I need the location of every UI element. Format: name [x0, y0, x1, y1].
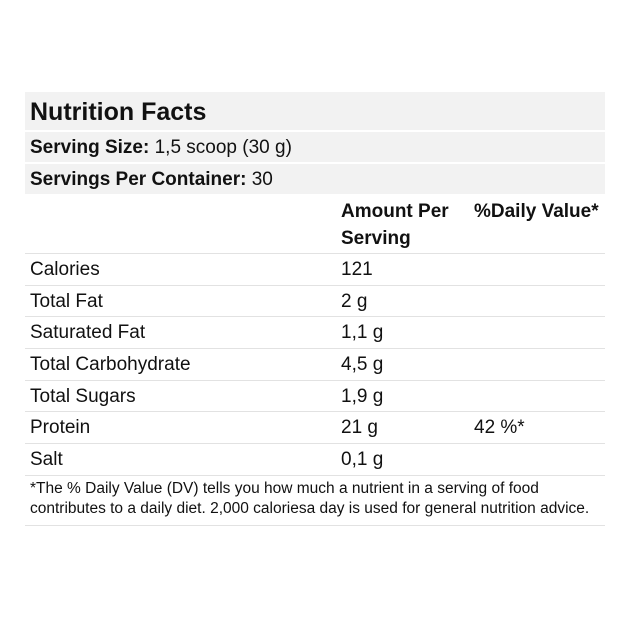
value: 1,5 scoop (30 g) — [154, 137, 292, 158]
nutrient-amount: 121 — [341, 259, 373, 280]
nutrient-row: Saturated Fat 1,1 g — [25, 317, 605, 350]
nutrition-table: Nutrition Facts Serving Size: 1,5 scoop … — [25, 92, 605, 526]
nutrient-amount: 0,1 g — [341, 449, 384, 471]
nutrient-amount: 4,5 g — [341, 354, 384, 376]
nutrient-name: Saturated Fat — [30, 322, 146, 344]
nutrient-row: Total Carbohydrate 4,5 g — [25, 349, 605, 381]
nutrient-name: Calories — [30, 259, 100, 280]
nutrient-row: Protein 21 g 42 %* — [25, 412, 605, 445]
value: 30 — [251, 169, 273, 190]
label: Servings Per Container: — [30, 169, 247, 190]
footnote: *The % Daily Value (DV) tells you how mu… — [25, 476, 605, 526]
daily-value-header: %Daily Value* — [474, 201, 599, 222]
nutrient-name: Total Sugars — [30, 385, 136, 407]
nutrient-row: Calories 121 — [25, 254, 605, 286]
amount-header: Amount Per Serving — [341, 201, 449, 249]
nutrient-amount: 21 g — [341, 417, 378, 439]
nutrient-name: Protein — [30, 417, 91, 439]
title: Nutrition Facts — [25, 92, 605, 132]
nutrient-name: Total Carbohydrate — [30, 354, 191, 376]
nutrient-amount: 2 g — [341, 290, 368, 312]
nutrient-amount: 1,9 g — [341, 385, 384, 407]
label: Serving Size: — [30, 137, 150, 158]
nutrient-name: Total Fat — [30, 290, 103, 312]
nutrient-name: Salt — [30, 449, 63, 471]
nutrient-amount: 1,1 g — [341, 322, 384, 344]
header-row: Amount Per Serving %Daily Value* — [25, 196, 605, 254]
servings-per-container: Servings Per Container: 30 — [25, 164, 605, 196]
nutrient-row: Total Fat 2 g — [25, 286, 605, 318]
rows: Calories 121 Total Fat 2 g Saturated Fat 1,1 … — [25, 254, 605, 476]
nutrient-row: Total Sugars 1,9 g — [25, 381, 605, 413]
serving-size: Serving Size: 1,5 scoop (30 g) — [25, 132, 605, 164]
nutrient-daily-value: 42 %* — [474, 417, 525, 439]
nutrient-row: Salt 0,1 g — [25, 444, 605, 476]
